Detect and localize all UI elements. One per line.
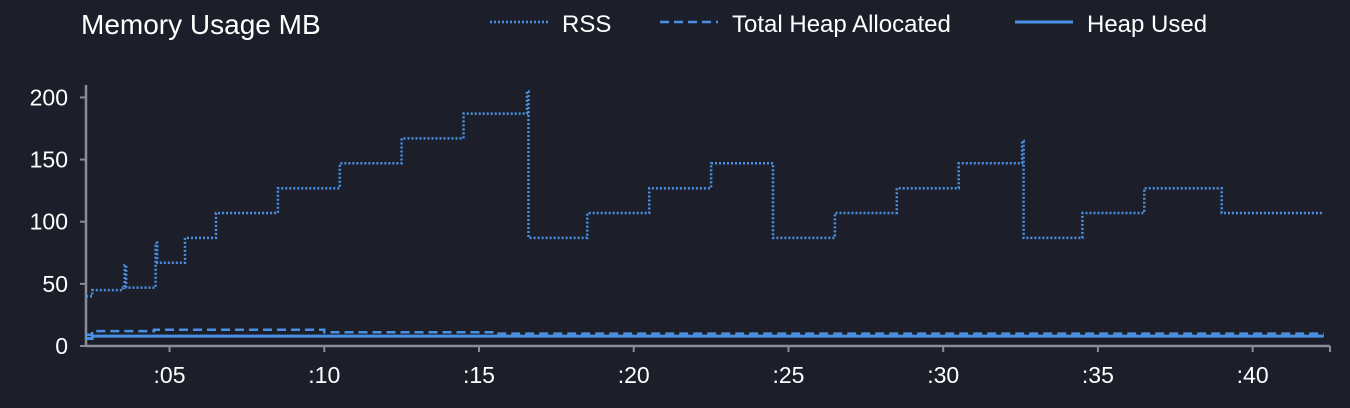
chart-title: Memory Usage MB <box>81 9 321 40</box>
series-line-2 <box>86 334 1324 340</box>
x-tick-label: :40 <box>1237 362 1269 388</box>
legend-label-0: RSS <box>562 11 611 38</box>
x-tick-label: :20 <box>618 362 650 388</box>
x-tick-label: :35 <box>1082 362 1114 388</box>
legend: RSS Total Heap Allocated Heap Used <box>490 11 1207 38</box>
x-axis: :05 :10 :15 :20 :25 :30 :35 :40 <box>86 344 1331 388</box>
y-tick-label: 200 <box>30 84 68 110</box>
x-tick-label: :25 <box>772 362 804 388</box>
y-tick-label: 0 <box>55 333 68 359</box>
series-line-0 <box>86 89 1324 298</box>
y-axis: 0 50 100 150 200 <box>30 84 88 359</box>
y-tick-label: 150 <box>30 147 68 173</box>
plot-area <box>86 89 1324 340</box>
series-line-1 <box>86 328 1324 337</box>
legend-label-2: Heap Used <box>1087 11 1207 38</box>
x-tick-label: :15 <box>463 362 495 388</box>
y-tick-label: 50 <box>42 271 68 297</box>
legend-label-1: Total Heap Allocated <box>732 11 951 38</box>
x-tick-label: :10 <box>308 362 340 388</box>
x-tick-label: :05 <box>154 362 186 388</box>
y-tick-label: 100 <box>30 209 68 235</box>
x-tick-label: :30 <box>927 362 959 388</box>
